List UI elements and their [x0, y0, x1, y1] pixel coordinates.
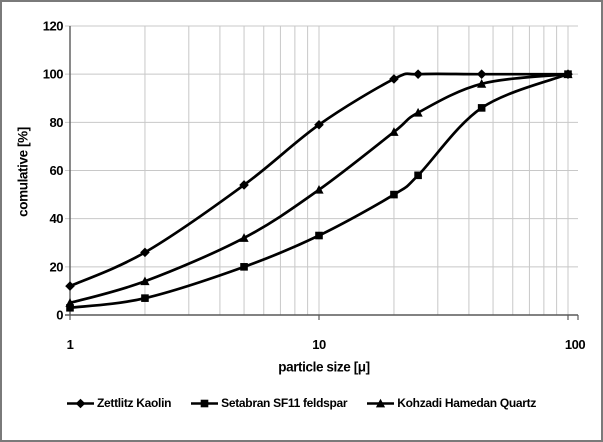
- y-tick-label: 20: [50, 259, 64, 274]
- square-icon: [200, 399, 209, 407]
- triangle-marker: [477, 79, 487, 88]
- triangle-marker: [314, 184, 324, 194]
- y-tick-label: 100: [43, 67, 63, 82]
- x-axis-title: particle size [μ]: [278, 359, 370, 375]
- square-marker: [390, 190, 398, 199]
- diamond-icon: [75, 398, 86, 408]
- triangle-marker: [413, 107, 423, 117]
- diamond-marker: [413, 69, 423, 79]
- diamond-marker-icon: [66, 398, 94, 408]
- diamond-marker: [65, 281, 75, 291]
- square-marker: [141, 294, 149, 302]
- x-tick-label: 100: [565, 337, 585, 352]
- series-line-square: [68, 72, 570, 310]
- triangle-marker-icon: [367, 398, 395, 407]
- legend-label: Zettlitz Kaolin: [96, 396, 172, 410]
- x-tick-label: 1: [67, 337, 74, 352]
- square-marker: [240, 263, 248, 271]
- square-marker: [315, 231, 323, 240]
- triangle-marker: [389, 127, 399, 136]
- diamond-marker: [476, 69, 487, 79]
- square-marker: [414, 171, 422, 180]
- triangle-icon: [376, 398, 386, 407]
- diamond-marker: [314, 119, 324, 130]
- square-marker: [477, 104, 486, 112]
- diamond-marker: [389, 74, 399, 84]
- legend-item-setabran-feldspar: Setabran SF11 feldspar: [191, 396, 348, 410]
- chart-legend: Zettlitz Kaolin Setabran SF11 feldspar K…: [2, 396, 601, 410]
- series-line-triangle: [68, 72, 570, 305]
- legend-label: Kohzadi Hamedan Quartz: [397, 396, 537, 410]
- diamond-marker: [239, 180, 249, 190]
- square-marker-icon: [191, 399, 219, 407]
- triangle-marker: [140, 276, 150, 286]
- triangle-marker: [563, 69, 573, 79]
- diamond-marker: [140, 247, 150, 258]
- legend-item-zettlitz-kaolin: Zettlitz Kaolin: [66, 396, 172, 410]
- legend-label: Setabran SF11 feldspar: [221, 396, 348, 410]
- y-tick-label: 120: [43, 19, 63, 34]
- y-tick-label: 60: [50, 163, 64, 178]
- y-tick-label: 0: [56, 308, 63, 323]
- y-tick-label: 40: [50, 211, 64, 226]
- triangle-marker: [239, 233, 249, 242]
- triangle-marker: [65, 298, 75, 307]
- x-tick-label: 10: [312, 337, 326, 352]
- y-tick-label: 80: [50, 115, 64, 130]
- legend-item-kohzadi-quartz: Kohzadi Hamedan Quartz: [367, 396, 536, 410]
- y-axis-title: comulative [%]: [15, 127, 31, 217]
